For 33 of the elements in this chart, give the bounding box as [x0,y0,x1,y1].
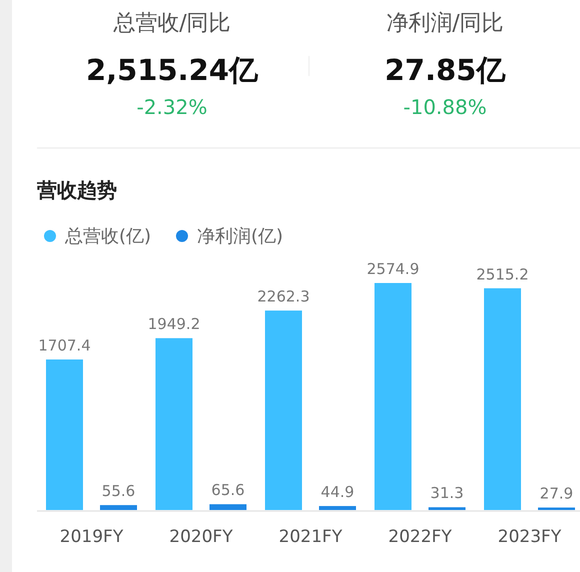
bar [100,505,137,510]
bar [156,338,192,510]
bar [428,507,466,510]
data-label: 65.6 [211,481,245,500]
text: -10.88% [403,95,487,119]
text: -2.32% [136,95,208,119]
text: 总营收/同比 [112,11,231,36]
x-tick-label: 2022FY [388,527,452,547]
x-tick-label: 2020FY [169,527,234,547]
text: 净利润/同比 [386,11,504,36]
bar [319,506,356,510]
data-label: 2262.3 [257,288,310,306]
bar [210,504,246,510]
data-label: 1949.2 [148,315,200,334]
chart-title: 营收趋势 [36,178,117,202]
data-label: 55.6 [102,482,136,500]
bar [374,283,412,510]
data-label: 27.9 [540,484,574,503]
bar [46,359,83,510]
data-label: 2515.2 [476,265,529,284]
legend-label: 净利润(亿) [197,226,284,247]
x-tick-label: 2019FY [60,527,124,547]
data-label: 1707.4 [38,336,91,354]
bar [484,288,521,510]
data-label: 31.3 [430,484,464,502]
x-tick-label: 2023FY [498,527,562,547]
text: 2,515.24亿 [86,53,260,87]
data-label: 44.9 [320,483,354,502]
x-tick-label: 2021FY [278,527,343,547]
text: 27.85亿 [384,53,506,87]
legend-label: 总营收(亿) [64,226,152,247]
data-label: 2574.9 [366,260,420,278]
bar [265,310,302,510]
